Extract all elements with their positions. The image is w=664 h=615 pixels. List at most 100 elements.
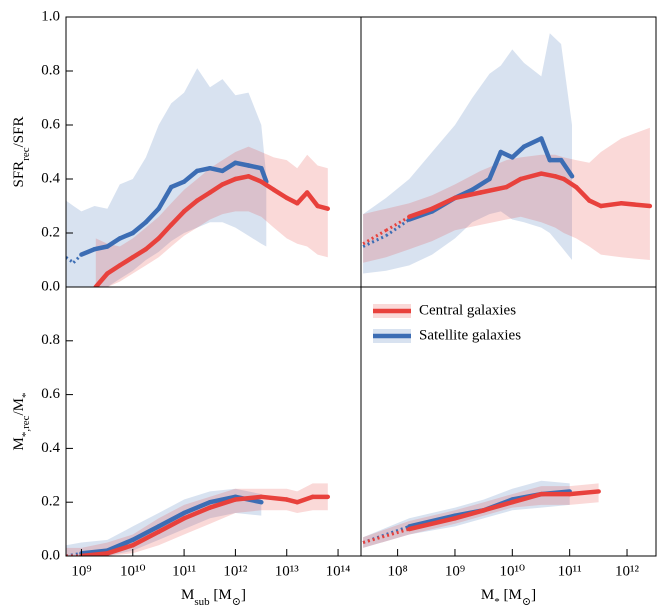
line-segment [181, 198, 200, 214]
line-segment [478, 184, 509, 195]
line-segment [105, 542, 136, 556]
line-segment [130, 529, 161, 548]
line-segment [618, 201, 653, 209]
y-tick-label: 0.6 [41, 116, 60, 132]
x-tick-label: 10¹¹ [172, 563, 196, 579]
line-segment [518, 171, 544, 182]
band [66, 68, 267, 287]
line-segment [558, 157, 575, 179]
line-segment [156, 222, 174, 241]
x-tick-label: 10⁸ [387, 563, 407, 579]
line-segment [452, 190, 483, 201]
band [363, 127, 650, 263]
y-tick-label: 0.2 [41, 494, 60, 510]
line-segment [487, 149, 504, 182]
x-tick-label: 10¹⁰ [500, 563, 526, 579]
line-segment [469, 176, 492, 193]
line-segment [246, 174, 264, 184]
x-tick-label: 10⁹ [71, 563, 91, 579]
line-segment [573, 184, 592, 203]
band [363, 483, 599, 548]
line-segment [259, 494, 289, 502]
line-segment [407, 209, 435, 222]
legend-label: Satellite galaxies [419, 327, 521, 343]
line-segment [207, 497, 238, 510]
line-segment [294, 190, 310, 206]
line-segment [315, 203, 331, 211]
line-segment [539, 171, 558, 179]
line-segment [93, 271, 110, 287]
line-segment [220, 160, 238, 174]
x-tick-label: 10¹¹ [558, 563, 582, 579]
line-segment [259, 165, 269, 184]
y-axis-label: SFRrec/SFR [11, 117, 31, 188]
line-segment [105, 537, 136, 553]
line-segment [105, 263, 123, 276]
line-segment [181, 499, 213, 516]
line-segment [481, 499, 515, 513]
line-segment [407, 513, 458, 529]
x-tick-label: 10¹³ [275, 563, 299, 579]
y-tick-label: 0.6 [41, 386, 60, 402]
line-segment-dotted [66, 256, 75, 264]
line-segment [207, 494, 238, 505]
line-segment [504, 176, 523, 190]
y-tick-label: 0.0 [41, 278, 60, 294]
line-segment [510, 491, 544, 505]
line-segment [539, 136, 553, 163]
line-segment-dotted [362, 234, 387, 248]
line-segment-dotted [362, 527, 410, 544]
line-segment [598, 201, 624, 209]
panel [362, 480, 601, 548]
line-segment [130, 524, 161, 543]
line-segment [220, 176, 238, 187]
y-axis-label: M*,rec/M* [11, 392, 31, 450]
panel-frame [360, 286, 657, 557]
line-segment [294, 494, 315, 505]
line-segment [304, 190, 320, 209]
y-tick-label: 0.0 [41, 547, 60, 563]
x-tick-label: 10¹⁰ [120, 563, 146, 579]
line-segment [79, 548, 110, 556]
line-segment [130, 246, 149, 260]
line-segment [452, 508, 487, 521]
line-segment-dotted [362, 524, 410, 544]
panel [66, 68, 331, 287]
line-segment [105, 236, 123, 249]
line-segment [207, 182, 225, 195]
band [66, 483, 328, 556]
y-tick-label: 0.8 [41, 62, 60, 78]
line-segment [117, 255, 136, 268]
y-tick-label: 0.4 [41, 170, 60, 186]
y-tick-label: 0.4 [41, 440, 60, 456]
line-segment [510, 144, 527, 160]
legend-label: Central galaxies [419, 302, 516, 318]
line-segment [567, 489, 601, 497]
band [95, 146, 328, 287]
line-segment [407, 516, 458, 532]
line-segment [521, 136, 544, 149]
line-segment [181, 505, 213, 521]
line-segment [130, 219, 149, 236]
line-segment [407, 206, 435, 220]
line-segment-dotted [72, 253, 83, 264]
line-segment [143, 206, 161, 225]
x-axis-label: M* [M⊙] [481, 587, 536, 607]
line-segment [233, 494, 264, 502]
line-segment [259, 179, 277, 193]
line-segment [168, 209, 187, 228]
y-tick-label: 0.8 [41, 332, 60, 348]
x-axis-label: Msub [M⊙] [181, 587, 246, 607]
panel [66, 483, 331, 556]
x-tick-label: 10¹⁴ [326, 563, 351, 579]
y-tick-label: 1.0 [41, 8, 60, 24]
line-segment [429, 195, 458, 211]
line-segment [117, 230, 136, 241]
panel [362, 33, 653, 274]
line-segment [79, 246, 97, 257]
line-segment [156, 184, 174, 211]
line-segment [194, 190, 213, 203]
y-tick-label: 0.2 [41, 224, 60, 240]
line-segment [561, 176, 579, 190]
